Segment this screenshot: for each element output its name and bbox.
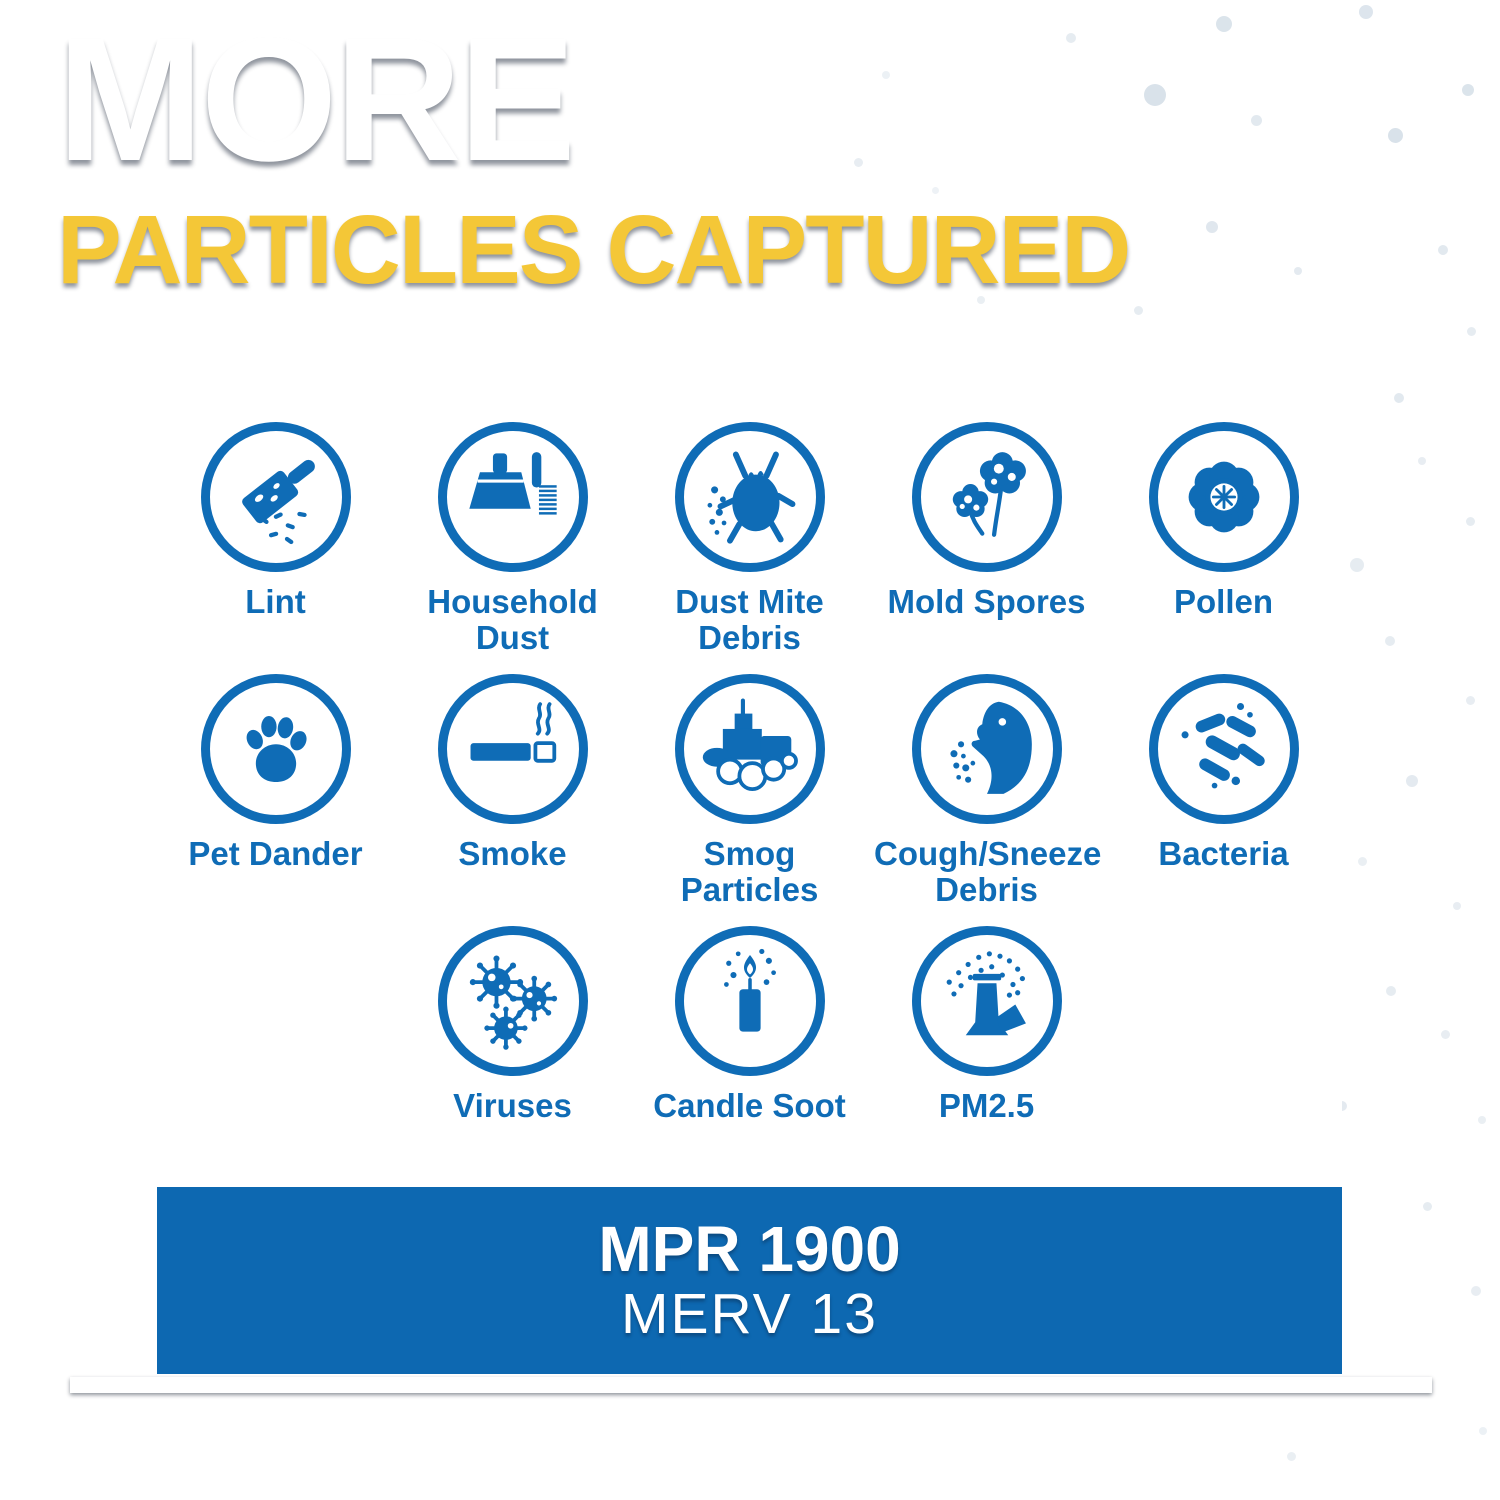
- particles-card: Lint: [157, 394, 1342, 1187]
- particle-item-household-dust: Household Dust: [394, 422, 631, 674]
- dust-mite-icon: [707, 451, 795, 544]
- background-particle-dot: [1350, 558, 1364, 572]
- background-particle-dot: [1359, 5, 1373, 19]
- bottom-divider: [70, 1377, 1432, 1393]
- particle-label: Dust Mite Debris: [675, 583, 824, 656]
- background-particle-dot: [1133, 305, 1143, 315]
- background-particle-dot: [1466, 326, 1476, 336]
- icon-circle: [674, 674, 825, 824]
- icon-circle: [674, 422, 825, 572]
- paw-print-icon: [246, 715, 307, 783]
- background-particle-dot: [1144, 84, 1166, 106]
- background-particle-dot: [1422, 1201, 1432, 1211]
- lint-roller-icon: [241, 459, 315, 545]
- bacteria-rods-icon: [1181, 702, 1265, 789]
- particle-label: Household Dust: [427, 583, 598, 656]
- particle-item-smoke: Smoke: [394, 674, 631, 926]
- particle-label: Cough/Sneeze Debris: [874, 835, 1102, 908]
- background-particle-dot: [1206, 221, 1218, 233]
- smokestack-icon: [946, 951, 1026, 1036]
- particles-grid: Lint: [157, 394, 1342, 1166]
- icon-circle: [437, 422, 588, 572]
- background-particle-dot: [1386, 986, 1396, 996]
- icon-circle: [200, 422, 351, 572]
- particle-item-pet-dander: Pet Dander: [157, 674, 394, 926]
- city-smog-icon: [702, 698, 798, 792]
- background-particle-dot: [1286, 1451, 1296, 1461]
- background-particle-dot: [1438, 245, 1448, 255]
- page-title: MORE: [57, 2, 576, 198]
- background-particle-dot: [1387, 127, 1403, 143]
- rating-bar: MPR 1900 MERV 13: [157, 1187, 1342, 1374]
- particle-label: Lint: [245, 583, 306, 620]
- icon-circle: [200, 674, 351, 824]
- particle-label: Pollen: [1173, 583, 1274, 620]
- background-particle-dot: [1216, 16, 1232, 32]
- particle-item-mold-spores: Mold Spores: [868, 422, 1105, 674]
- particle-label: Candle Soot: [653, 1087, 846, 1124]
- mpr-rating: MPR 1900: [598, 1212, 901, 1285]
- particle-item-pollen: Pollen: [1105, 422, 1342, 674]
- icon-circle: [911, 926, 1062, 1076]
- particle-label: PM2.5: [938, 1087, 1035, 1124]
- icon-circle: [674, 926, 825, 1076]
- particle-item-dust-mite: Dust Mite Debris: [631, 422, 868, 674]
- particle-label: Smog Particles: [680, 835, 819, 908]
- background-particle-dot: [1453, 902, 1461, 910]
- particle-item-candle-soot: Candle Soot: [631, 926, 868, 1166]
- virus-icon: [469, 955, 557, 1050]
- particle-item-viruses: Viruses: [394, 926, 631, 1166]
- background-particle-dot: [882, 71, 890, 79]
- background-particle-dot: [931, 186, 939, 194]
- icon-circle: [1148, 674, 1299, 824]
- background-particle-dot: [1385, 636, 1395, 646]
- particle-label: Pet Dander: [188, 835, 363, 872]
- background-particle-dot: [1478, 1116, 1486, 1124]
- icon-circle: [1148, 422, 1299, 572]
- background-particle-dot: [1462, 84, 1474, 96]
- background-particle-dot: [853, 157, 863, 167]
- background-particle-dot: [1440, 1029, 1450, 1039]
- particle-item-cough-sneeze: Cough/Sneeze Debris: [868, 674, 1105, 926]
- particle-item-smog: Smog Particles: [631, 674, 868, 926]
- background-particle-dot: [1465, 695, 1475, 705]
- background-particle-dot: [1294, 267, 1302, 275]
- background-particle-dot: [1471, 1286, 1481, 1296]
- background-particle-dot: [1394, 393, 1404, 403]
- particle-label: Mold Spores: [887, 583, 1086, 620]
- mold-spores-icon: [952, 452, 1026, 537]
- background-particle-dot: [1066, 33, 1076, 43]
- merv-rating: MERV 13: [621, 1281, 878, 1346]
- background-particle-dot: [1418, 457, 1426, 465]
- header: MORE PARTICLES CAPTURED: [57, 2, 1131, 304]
- particle-label: Smoke: [458, 835, 567, 872]
- icon-circle: [911, 422, 1062, 572]
- icon-circle: [911, 674, 1062, 824]
- background-particle-dot: [977, 296, 985, 304]
- icon-circle: [437, 674, 588, 824]
- icon-circle: [437, 926, 588, 1076]
- sneezing-face-icon: [949, 701, 1032, 794]
- candle-icon: [723, 948, 776, 1032]
- particle-item-lint: Lint: [157, 422, 394, 674]
- cigarette-icon: [470, 702, 556, 763]
- background-particle-dot: [1357, 856, 1367, 866]
- particle-item-pm25: PM2.5: [868, 926, 1105, 1166]
- page-subtitle: PARTICLES CAPTURED: [57, 194, 1131, 304]
- particle-item-bacteria: Bacteria: [1105, 674, 1342, 926]
- background-particle-dot: [1250, 114, 1262, 126]
- background-particle-dot: [1337, 1101, 1347, 1111]
- particle-label: Viruses: [453, 1087, 572, 1124]
- dustpan-brush-icon: [468, 452, 557, 515]
- background-particle-dot: [1406, 775, 1418, 787]
- background-particle-dot: [1479, 1427, 1487, 1435]
- background-particle-dot: [1465, 516, 1475, 526]
- particle-label: Bacteria: [1158, 835, 1289, 872]
- pollen-flower-icon: [1188, 461, 1259, 533]
